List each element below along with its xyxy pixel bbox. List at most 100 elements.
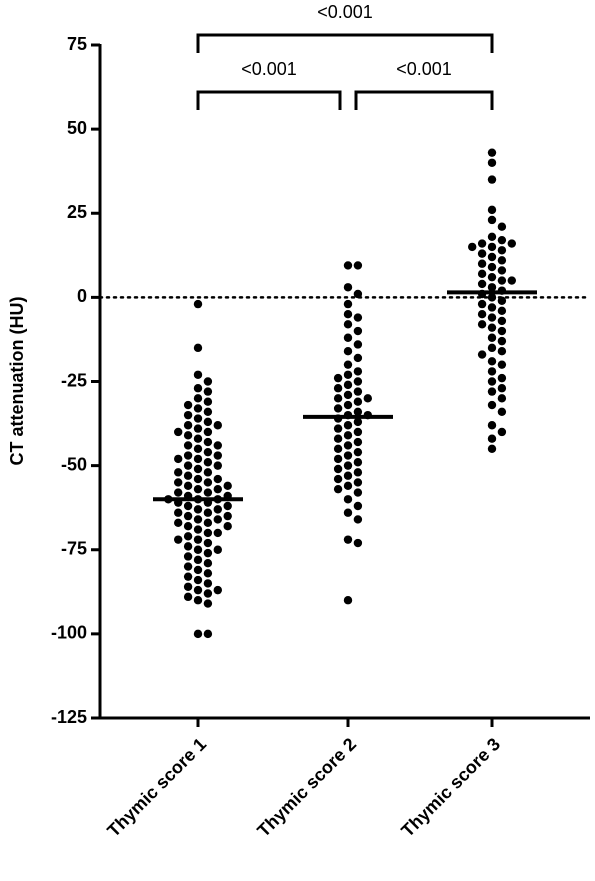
dot [353,478,363,487]
dot [343,310,353,319]
dot [193,444,203,453]
dot [343,461,353,470]
dot [353,417,363,427]
dot [183,441,193,450]
dot [333,434,343,443]
dot [497,347,507,356]
dot [333,464,343,474]
dot [193,424,203,433]
dot [343,360,353,369]
dot [487,444,497,453]
dot [193,464,203,474]
dot [477,279,487,289]
dot [203,478,213,487]
dot [497,427,507,437]
dot [203,468,213,477]
dot [487,357,497,366]
dot [353,261,363,270]
dot [487,400,497,410]
dot [193,525,203,534]
dot [497,360,507,369]
dot [497,316,507,326]
dot [343,471,353,480]
dot [343,283,353,292]
dot [497,336,507,346]
dot [183,501,193,511]
dot [487,421,497,430]
dot [487,434,497,443]
y-tick-label: 25 [67,202,87,222]
dot [343,347,353,356]
significance-bracket [354,90,494,110]
dot [477,259,487,268]
dot [353,538,363,548]
dot [213,484,222,494]
dot [497,384,507,393]
dot [183,532,193,541]
dot [203,397,213,406]
dot [497,306,507,316]
dot [487,343,497,353]
dot [487,303,497,312]
dot [333,444,343,453]
dot [353,407,363,416]
dot [487,175,497,184]
dot [203,569,213,578]
dot [174,535,183,544]
dot [343,481,353,491]
dot [203,417,213,427]
dot [193,505,203,514]
dot [174,454,183,464]
dot [477,249,487,258]
dot [487,377,497,386]
dot [183,552,193,561]
significance-label: <0.001 [317,2,373,22]
dot [223,521,232,531]
dot [223,481,232,491]
dot [193,414,203,423]
dot [193,454,203,464]
dot [487,215,497,225]
dot [193,545,203,554]
dot [343,370,353,379]
dot [193,434,203,443]
dot [193,474,203,484]
dot [487,242,497,252]
dot [174,518,183,528]
dot [193,555,203,565]
dot [203,579,213,588]
dot [203,407,213,416]
dot [213,421,222,430]
dot [497,256,507,265]
dot [213,451,222,460]
dot [183,471,193,480]
dot [477,310,487,319]
dot [353,377,363,386]
dot [487,252,497,262]
dot [343,421,353,430]
dot [193,575,203,585]
dot [468,242,477,252]
dot [343,299,353,309]
dot [193,484,203,494]
dot [487,333,497,342]
dot [203,559,213,568]
dot [333,384,343,393]
y-axis-label: CT attenuation (HU) [7,297,27,466]
dot [183,562,193,571]
dot [343,495,353,504]
dot [353,501,363,511]
dot [343,508,353,517]
y-tick-label: 75 [67,34,87,54]
dot [487,367,497,376]
dot [507,276,516,285]
dot [203,589,213,598]
dot [343,333,353,342]
dot [193,343,203,353]
dot [343,400,353,410]
y-tick-label: -50 [61,454,87,474]
dot [193,596,203,605]
dot [497,276,507,285]
dot [353,367,363,376]
